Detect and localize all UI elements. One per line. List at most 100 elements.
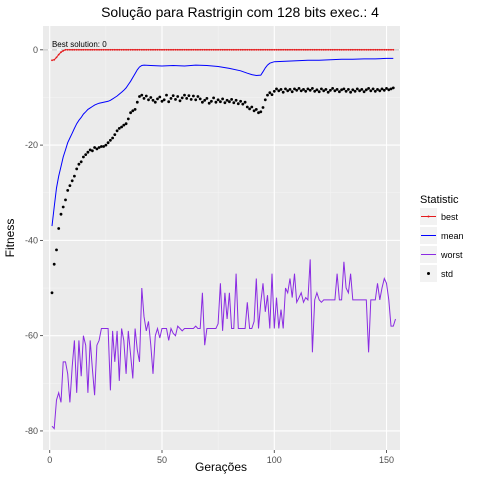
series-point-std xyxy=(315,88,319,92)
x-tick-label: 150 xyxy=(379,455,394,465)
series-point-std xyxy=(349,90,352,94)
series-point-best xyxy=(268,48,271,51)
series-point-best xyxy=(51,59,53,62)
series-point-best xyxy=(385,48,388,51)
series-point-best xyxy=(387,48,390,51)
series-point-std xyxy=(93,146,96,149)
series-point-best xyxy=(232,48,235,51)
series-point-std xyxy=(261,106,265,109)
series-point-std xyxy=(340,88,343,92)
series-point-std xyxy=(306,87,310,91)
series-best xyxy=(51,48,395,62)
series-point-std xyxy=(290,90,294,94)
legend-label: worst xyxy=(440,250,463,260)
series-point-std xyxy=(335,88,339,91)
series-point-best xyxy=(152,48,154,51)
series-point-std xyxy=(313,89,317,93)
series-point-std xyxy=(371,87,375,91)
series-point-std xyxy=(149,96,153,99)
legend-label: best xyxy=(441,212,459,222)
series-point-std xyxy=(369,89,373,93)
series-point-std xyxy=(216,98,220,102)
series-point-best xyxy=(163,48,166,51)
series-point-std xyxy=(117,126,121,130)
series-point-std xyxy=(203,98,207,102)
x-axis: 0 50 100 150 xyxy=(47,450,394,465)
series-point-best xyxy=(246,48,249,51)
series-point-best xyxy=(122,48,125,51)
series-point-best xyxy=(300,48,303,51)
series-mean xyxy=(51,57,394,227)
series-point-std xyxy=(344,89,348,93)
series-point-std xyxy=(284,87,287,91)
y-tick-label: -80 xyxy=(25,426,38,436)
series-point-std xyxy=(248,107,252,111)
series-point-std xyxy=(257,111,260,115)
series-point-best xyxy=(354,48,356,51)
series-point-std xyxy=(331,87,334,90)
series-point-best xyxy=(365,48,368,51)
series-point-best xyxy=(91,48,94,51)
series-point-std xyxy=(192,94,195,98)
series-point-best xyxy=(349,48,352,51)
series-point-best xyxy=(212,48,215,51)
series-point-std xyxy=(142,97,146,100)
series-point-best xyxy=(356,48,359,51)
series-point-best xyxy=(84,48,87,51)
series-point-best xyxy=(134,48,137,51)
series-point-best xyxy=(185,48,188,51)
series-point-best xyxy=(273,48,276,51)
series-point-best xyxy=(111,48,114,51)
series-point-std xyxy=(66,189,70,192)
series-point-std xyxy=(279,88,283,91)
series-point-std xyxy=(243,100,247,104)
series-std xyxy=(50,86,395,295)
series-point-std xyxy=(97,146,101,149)
series-point-best xyxy=(181,48,184,51)
series-point-best xyxy=(316,48,318,51)
series-point-std xyxy=(252,109,256,113)
series-point-std xyxy=(326,90,330,94)
series-point-best xyxy=(351,48,354,51)
series-point-best xyxy=(89,48,92,51)
plot-panel xyxy=(43,26,400,450)
series-point-best xyxy=(113,48,116,51)
series-point-best xyxy=(340,48,343,51)
series-point-std xyxy=(311,87,314,90)
series-point-std xyxy=(187,94,191,97)
series-point-std xyxy=(183,93,186,97)
series-point-best xyxy=(253,48,256,51)
series-point-std xyxy=(124,122,128,126)
series-point-best xyxy=(257,48,260,51)
series-point-std xyxy=(245,105,249,109)
series-point-best xyxy=(55,56,58,59)
series-point-best xyxy=(307,48,309,51)
series-point-best xyxy=(116,48,118,51)
series-point-std xyxy=(317,90,321,94)
series-point-std xyxy=(355,87,359,91)
grid-minor xyxy=(43,26,400,450)
series-point-std xyxy=(160,99,164,103)
series-point-std xyxy=(358,89,361,93)
series-point-std xyxy=(373,89,377,93)
series-point-std xyxy=(268,91,272,95)
series-point-best xyxy=(372,48,374,51)
legend-item-mean: mean xyxy=(420,227,464,244)
series-point-std xyxy=(378,89,382,93)
series-point-std xyxy=(75,167,79,171)
series-point-best xyxy=(107,48,109,51)
series-point-std xyxy=(263,98,267,102)
series-point-best xyxy=(136,48,139,51)
series-point-std xyxy=(385,87,388,90)
series-worst xyxy=(51,259,396,430)
series-point-best xyxy=(264,48,267,51)
series-point-std xyxy=(91,149,94,153)
series-line-mean xyxy=(51,57,394,227)
series-point-best xyxy=(280,48,282,51)
series-point-std xyxy=(223,101,227,105)
series-point-std xyxy=(225,98,229,102)
series-point-best xyxy=(230,48,233,51)
series-point-std xyxy=(59,212,63,216)
series-point-best xyxy=(190,48,193,51)
